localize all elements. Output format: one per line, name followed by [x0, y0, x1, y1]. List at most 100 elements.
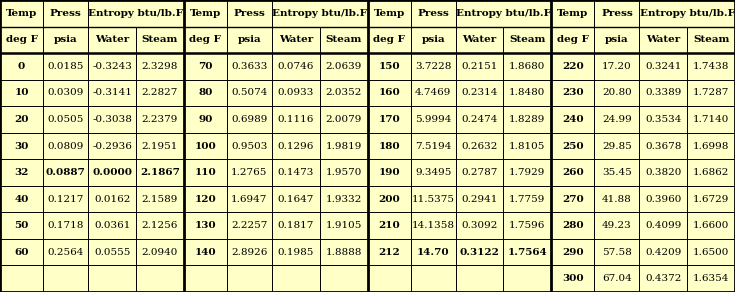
Bar [0, 0, 43, 27]
Bar [551, 53, 595, 80]
Text: 2.2257: 2.2257 [232, 221, 268, 230]
Bar [456, 212, 503, 239]
Text: 260: 260 [562, 168, 584, 177]
Bar [136, 186, 184, 212]
Bar [272, 80, 320, 106]
Bar [368, 53, 411, 80]
Bar [456, 265, 503, 292]
Text: 0.0555: 0.0555 [94, 248, 130, 257]
Bar [43, 27, 88, 53]
Bar [136, 212, 184, 239]
Text: 1.6500: 1.6500 [693, 248, 729, 257]
Bar [411, 239, 456, 265]
Bar [411, 53, 456, 80]
Bar [43, 265, 88, 292]
Bar [136, 133, 184, 159]
Bar [595, 0, 639, 27]
Bar [272, 133, 320, 159]
Text: 0.3678: 0.3678 [645, 142, 681, 150]
Bar [368, 265, 411, 292]
Bar [227, 106, 272, 133]
Bar [551, 133, 595, 159]
Text: 1.6998: 1.6998 [693, 142, 729, 150]
Bar [411, 265, 456, 292]
Text: 17.20: 17.20 [602, 62, 632, 71]
Text: 1.9105: 1.9105 [326, 221, 362, 230]
Text: 110: 110 [195, 168, 216, 177]
Bar [88, 27, 136, 53]
Text: 0.1217: 0.1217 [48, 194, 84, 204]
Bar [595, 80, 639, 106]
Bar [368, 27, 411, 53]
Bar [687, 27, 735, 53]
Bar [0, 239, 43, 265]
Bar [639, 27, 687, 53]
Bar [136, 186, 184, 212]
Bar [639, 212, 687, 239]
Bar [320, 80, 368, 106]
Text: 1.7140: 1.7140 [693, 115, 729, 124]
Bar [136, 265, 184, 292]
Bar [43, 239, 88, 265]
Text: -0.3141: -0.3141 [92, 88, 132, 98]
Bar [272, 265, 320, 292]
Bar [0, 186, 43, 212]
Bar [639, 106, 687, 133]
Bar [272, 133, 320, 159]
Text: 150: 150 [379, 62, 400, 71]
Text: 0.1817: 0.1817 [278, 221, 314, 230]
Bar [0, 186, 43, 212]
Bar [639, 0, 735, 27]
Bar [456, 27, 503, 53]
Bar [43, 0, 88, 27]
Text: Steam: Steam [509, 35, 545, 44]
Bar [411, 159, 456, 186]
Bar [320, 106, 368, 133]
Text: Entropy btu/lb.F: Entropy btu/lb.F [88, 9, 184, 18]
Text: deg F: deg F [190, 35, 221, 44]
Bar [639, 80, 687, 106]
Bar [639, 239, 687, 265]
Bar [227, 159, 272, 186]
Bar [0, 265, 43, 292]
Text: 1.8888: 1.8888 [326, 248, 362, 257]
Bar [551, 212, 595, 239]
Bar [368, 0, 411, 27]
Bar [272, 106, 320, 133]
Bar [136, 265, 184, 292]
Bar [639, 186, 687, 212]
Bar [411, 186, 456, 212]
Bar [320, 27, 368, 53]
Text: 2.1867: 2.1867 [140, 168, 180, 177]
Text: 0.1718: 0.1718 [48, 221, 84, 230]
Text: 0.6989: 0.6989 [232, 115, 268, 124]
Bar [503, 53, 551, 80]
Bar [272, 106, 320, 133]
Text: 11.5375: 11.5375 [412, 194, 455, 204]
Bar [272, 159, 320, 186]
Bar [43, 80, 88, 106]
Text: 2.2379: 2.2379 [142, 115, 178, 124]
Bar [411, 106, 456, 133]
Bar [595, 212, 639, 239]
Text: 1.6947: 1.6947 [232, 194, 268, 204]
Text: 24.99: 24.99 [602, 115, 632, 124]
Bar [503, 186, 551, 212]
Bar [320, 186, 368, 212]
Bar [595, 133, 639, 159]
Text: 2.0639: 2.0639 [326, 62, 362, 71]
Text: 90: 90 [198, 115, 212, 124]
Text: 30: 30 [15, 142, 29, 150]
Text: 7.5194: 7.5194 [415, 142, 451, 150]
Text: 170: 170 [379, 115, 400, 124]
Text: 9.3495: 9.3495 [415, 168, 451, 177]
Bar [639, 133, 687, 159]
Bar [595, 27, 639, 53]
Text: -0.3243: -0.3243 [92, 62, 132, 71]
Bar [456, 159, 503, 186]
Bar [320, 133, 368, 159]
Bar [43, 159, 88, 186]
Bar [368, 159, 411, 186]
Text: 0.2474: 0.2474 [462, 115, 498, 124]
Bar [227, 106, 272, 133]
